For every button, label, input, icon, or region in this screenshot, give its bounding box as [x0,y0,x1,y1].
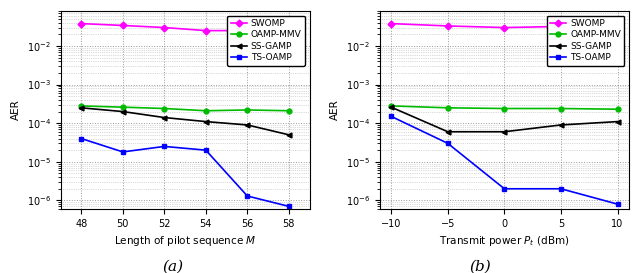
OAMP-MMV [387,104,395,108]
TS-OAMP [202,149,210,152]
SS-GAMP [557,123,565,127]
Text: (a): (a) [162,259,184,273]
SWOMP [444,24,452,28]
SS-GAMP [119,110,127,113]
OAMP-MMV [243,108,251,112]
SS-GAMP [77,106,85,109]
SWOMP [387,22,395,25]
X-axis label: Length of pilot sequence $M$: Length of pilot sequence $M$ [114,234,257,248]
SWOMP [614,24,621,28]
OAMP-MMV [557,107,565,110]
SS-GAMP [285,133,292,136]
TS-OAMP [614,203,621,206]
SWOMP [119,24,127,27]
Legend: SWOMP, OAMP-MMV, SS-GAMP, TS-OAMP: SWOMP, OAMP-MMV, SS-GAMP, TS-OAMP [547,16,625,66]
Text: (b): (b) [469,259,491,273]
OAMP-MMV [285,109,292,112]
SS-GAMP [500,130,508,133]
TS-OAMP [444,142,452,145]
SS-GAMP [614,120,621,123]
Line: SWOMP: SWOMP [79,21,291,36]
SS-GAMP [387,106,395,109]
TS-OAMP [161,145,168,148]
OAMP-MMV [500,107,508,110]
Line: OAMP-MMV: OAMP-MMV [79,103,291,113]
Y-axis label: AER: AER [330,100,340,120]
SS-GAMP [161,116,168,119]
SWOMP [285,32,292,35]
TS-OAMP [557,187,565,190]
TS-OAMP [500,187,508,190]
SWOMP [161,26,168,29]
TS-OAMP [77,137,85,140]
Legend: SWOMP, OAMP-MMV, SS-GAMP, TS-OAMP: SWOMP, OAMP-MMV, SS-GAMP, TS-OAMP [227,16,305,66]
TS-OAMP [387,115,395,118]
Line: SS-GAMP: SS-GAMP [388,105,620,134]
OAMP-MMV [119,106,127,109]
OAMP-MMV [77,104,85,108]
TS-OAMP [285,205,292,208]
Y-axis label: AER: AER [11,100,21,120]
Line: TS-OAMP: TS-OAMP [79,136,291,209]
SS-GAMP [202,120,210,123]
SWOMP [202,29,210,32]
SS-GAMP [444,130,452,133]
OAMP-MMV [614,108,621,111]
Line: SWOMP: SWOMP [388,21,620,30]
SS-GAMP [243,123,251,127]
TS-OAMP [243,194,251,198]
OAMP-MMV [444,106,452,109]
OAMP-MMV [161,107,168,110]
TS-OAMP [119,150,127,154]
X-axis label: Transmit power $P_t$ (dBm): Transmit power $P_t$ (dBm) [439,234,570,248]
Line: OAMP-MMV: OAMP-MMV [388,103,620,112]
SWOMP [500,26,508,29]
Line: SS-GAMP: SS-GAMP [79,105,291,137]
SWOMP [557,25,565,28]
OAMP-MMV [202,109,210,112]
SWOMP [243,29,251,32]
Line: TS-OAMP: TS-OAMP [388,114,620,207]
SWOMP [77,22,85,25]
